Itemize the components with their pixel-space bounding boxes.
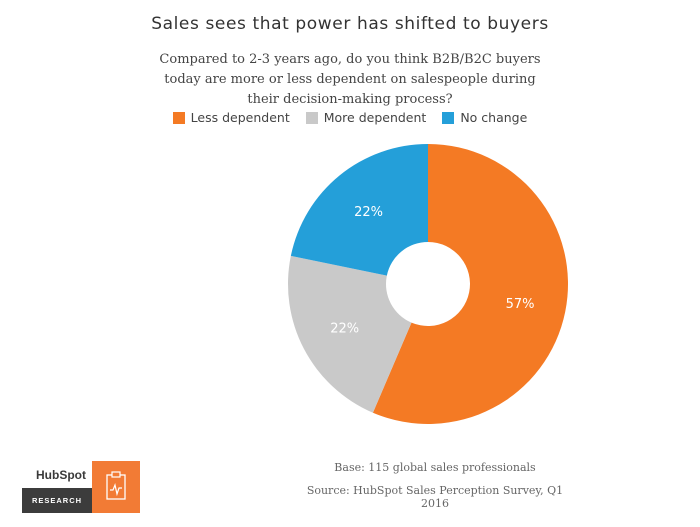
clipboard-chart-icon [106,471,126,500]
footer-base: Base: 115 global sales professionals [334,461,536,474]
legend-item-less-dependent: Less dependent [172,110,290,125]
chart-title: Sales sees that power has shifted to buy… [151,14,549,34]
legend-item-more-dependent: More dependent [305,110,427,125]
data-label: 57% [506,297,535,312]
legend-label: No change [460,110,528,125]
chart-legend: Less dependent More dependent No change [0,110,700,125]
slice-no-change [290,144,428,276]
data-label: 22% [330,322,359,337]
legend-label: More dependent [323,110,427,125]
legend-item-no-change: No change [442,110,527,125]
footer-source: Source: HubSpot Sales Perception Survey,… [306,484,564,510]
slice-more-dependent [288,255,412,413]
logo-research-label: RESEARCH [31,496,83,505]
legend-swatch [442,111,455,124]
logo-box [92,461,140,513]
logo-bar: RESEARCH [22,488,92,513]
legend-swatch [305,111,318,124]
chart-subtitle: Compared to 2-3 years ago, do you think … [159,52,541,107]
logo-name: HubSpot [36,468,86,482]
hubspot-research-logo: HubSpot RESEARCH [22,459,140,513]
data-label: 22% [354,205,383,220]
legend-label: Less dependent [190,110,290,125]
legend-swatch [172,111,185,124]
slice-less-dependent [372,144,569,424]
